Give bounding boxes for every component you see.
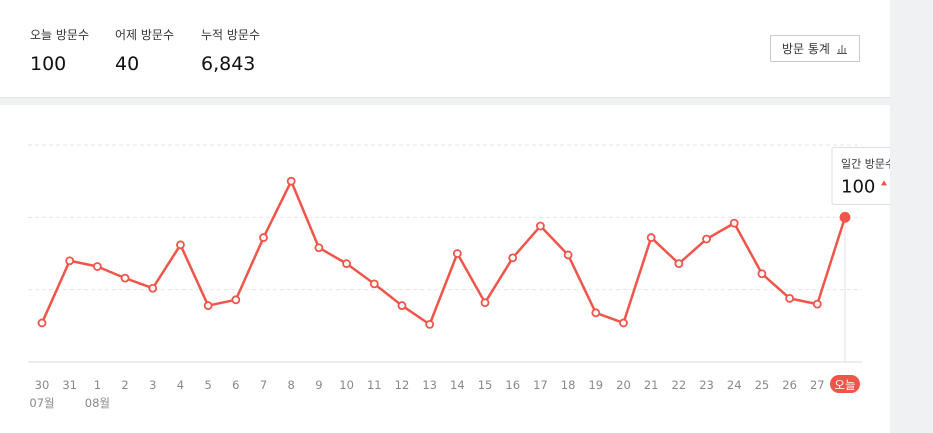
x-tick-label: 20 [616, 378, 631, 392]
x-tick-label: 5 [204, 378, 211, 392]
point [369, 279, 379, 289]
x-tick-label: 26 [782, 378, 797, 392]
point [314, 243, 324, 253]
point [259, 233, 268, 242]
stat-label: 누적 방문수 [201, 28, 261, 42]
tooltip: 일간 방문수10060 [831, 146, 890, 205]
x-tick-label: 17 [533, 378, 548, 392]
x-tick-label: 4 [177, 378, 184, 392]
point [65, 256, 75, 266]
point [397, 301, 407, 310]
button-label: 방문 통계 [782, 42, 830, 56]
tooltip-label: 일간 방문수 [841, 156, 890, 170]
x-tick-label: 10 [339, 378, 354, 392]
x-tick-label: 19 [588, 378, 603, 392]
x-tick-label: 22 [672, 378, 687, 392]
up-arrow [881, 180, 887, 186]
point [839, 211, 851, 223]
month-label: 08월 [85, 396, 110, 410]
month-label: 07월 [29, 396, 54, 410]
x-tick-label: 3 [149, 378, 156, 392]
x-tick-label: 31 [62, 378, 77, 392]
x-tick-label: 12 [395, 378, 410, 392]
x-tick-label: 오늘 [834, 378, 855, 392]
x-tick-label: 23 [699, 378, 714, 392]
point [646, 233, 656, 242]
stat-label: 오늘 방문수 [30, 28, 90, 42]
x-tick-label: 6 [232, 378, 239, 392]
bar-icon [836, 45, 847, 54]
point [92, 262, 102, 271]
summary-panel: 오늘 방문수 100 어제 방문수 40 누적 방문수 6,843 방문 통계 [0, 0, 890, 98]
point [674, 259, 684, 269]
tooltip-value: 100 [841, 176, 875, 197]
tooltip-box [831, 146, 890, 205]
chart-background [0, 105, 890, 433]
x-tick-label: 13 [422, 378, 437, 392]
point [342, 259, 351, 269]
x-tick-label: 7 [260, 378, 267, 392]
point [286, 176, 296, 186]
point [785, 293, 795, 303]
point [508, 253, 518, 263]
x-tick-label: 8 [288, 378, 295, 392]
x-tick-label: 30 [35, 378, 50, 392]
x-tick-label: 24 [727, 378, 742, 392]
x-tick-label: 25 [755, 378, 770, 392]
point [812, 299, 822, 309]
stat: 어제 방문수 40 [115, 26, 174, 75]
point [176, 240, 185, 250]
stat-value: 100 [30, 53, 67, 75]
point [619, 318, 628, 328]
point [563, 250, 573, 260]
x-tick-label: 21 [644, 378, 659, 392]
point [231, 295, 241, 305]
x-tick-label: 11 [367, 378, 382, 392]
stat: 오늘 방문수 100 [30, 26, 89, 75]
stat-value: 6,843 [201, 53, 256, 75]
line [40, 179, 847, 326]
point [757, 269, 767, 279]
x-tick-label: 27 [810, 378, 825, 392]
stat-label: 어제 방문수 [115, 28, 175, 42]
point [729, 218, 739, 228]
point [480, 298, 490, 308]
point [37, 318, 47, 328]
point [702, 234, 711, 244]
x-tick-label: 2 [121, 378, 128, 392]
point [591, 308, 601, 318]
x-tick-label: 14 [450, 378, 465, 392]
x-tick-label: 15 [478, 378, 493, 392]
x-tick-label: 9 [315, 378, 322, 392]
stat: 누적 방문수 6,843 [201, 26, 260, 75]
point [148, 283, 158, 293]
today-badge [830, 375, 860, 393]
stats-button[interactable]: 방문 통계 [770, 35, 860, 62]
point [536, 221, 545, 231]
point [425, 319, 435, 329]
stat-value: 40 [115, 53, 140, 75]
point [120, 273, 130, 283]
x-tick-label: 16 [505, 378, 520, 392]
point [203, 301, 213, 310]
point [452, 249, 462, 258]
x-tick-label: 18 [561, 378, 576, 392]
x-tick-label: 1 [94, 378, 101, 392]
